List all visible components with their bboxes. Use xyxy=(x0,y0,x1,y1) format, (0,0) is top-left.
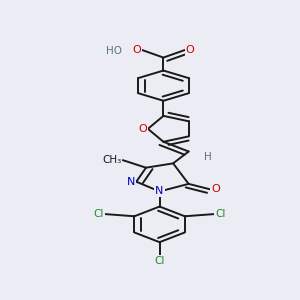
Text: N: N xyxy=(155,186,164,197)
Text: O: O xyxy=(133,45,141,55)
Text: O: O xyxy=(185,45,194,55)
Text: H: H xyxy=(204,152,212,162)
Text: Cl: Cl xyxy=(215,209,225,219)
Text: Cl: Cl xyxy=(154,256,165,266)
Text: O: O xyxy=(138,124,147,134)
Text: Cl: Cl xyxy=(94,209,104,219)
Text: CH₃: CH₃ xyxy=(102,155,122,165)
Text: N: N xyxy=(127,177,135,187)
Text: HO: HO xyxy=(106,46,122,56)
Text: O: O xyxy=(211,184,220,194)
